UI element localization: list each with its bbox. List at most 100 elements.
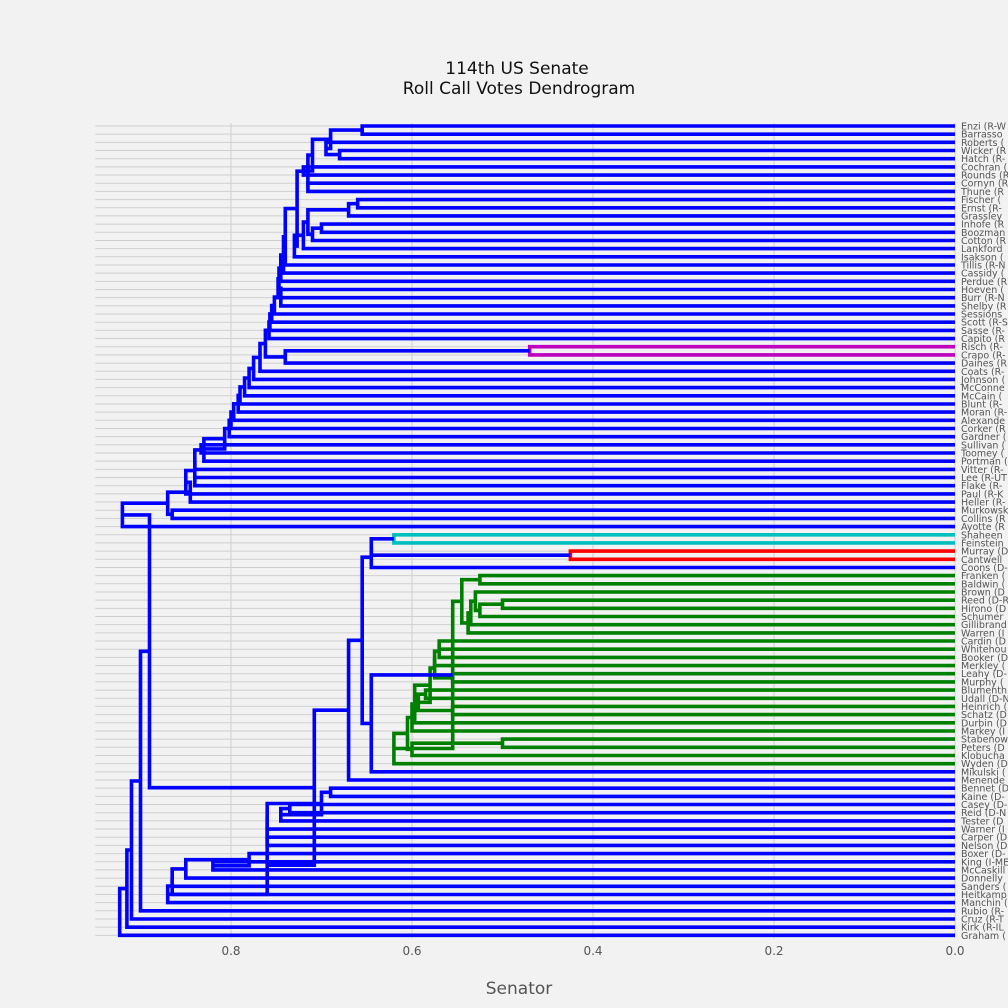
dendrogram-link — [478, 602, 955, 619]
leaf-label: Vitter (R- — [961, 465, 1004, 476]
dendrogram-link — [193, 475, 955, 488]
leaf-label: Johnson ( — [960, 375, 1005, 386]
leaf-label: Sullivan ( — [961, 440, 1005, 451]
dendrogram-link — [287, 802, 955, 815]
leaf-label: Nelson (D — [961, 841, 1007, 852]
dendrogram-link — [184, 468, 955, 496]
leaf-label: Heitkamp — [961, 890, 1007, 901]
leaf-label: Thune (R — [960, 187, 1004, 198]
leaf-label: Hoeven ( — [961, 285, 1004, 296]
dendrogram-link — [326, 128, 363, 151]
leaf-label: Barrasso — [961, 130, 1003, 141]
leaf-label: Crapo (R- — [961, 350, 1006, 361]
leaf-label: Tillis (R-N — [960, 260, 1006, 271]
leaf-label: Kaine (D- — [961, 792, 1005, 803]
dendrogram-link — [437, 645, 955, 660]
x-tick-label: 0.0 — [945, 944, 964, 958]
leaf-label: Sanders ( — [961, 882, 1006, 893]
leaf-label: Burr (R-N — [961, 293, 1005, 304]
dendrogram-link — [437, 639, 955, 652]
leaf-label: Shelby (R — [961, 301, 1007, 312]
leaf-label: Coats (R- — [961, 367, 1004, 378]
dendrogram-link — [468, 599, 955, 627]
leaf-label: Rubio (R- — [961, 906, 1004, 917]
leaf-label: Lee (R-UT — [961, 473, 1007, 484]
dendrogram-link — [212, 851, 955, 868]
dendrogram-link — [301, 165, 955, 177]
dendrogram-link — [122, 513, 315, 790]
leaf-label: Baldwin ( — [961, 579, 1005, 590]
leaf-label: King (I-ME — [961, 857, 1008, 868]
leaf-label: Bennet (D — [961, 784, 1008, 795]
dendrogram-links — [117, 124, 955, 938]
leaf-label: Reid (D-N — [961, 808, 1006, 819]
leaf-label: Cornyn (R — [961, 179, 1008, 190]
leaf-label: Cotton (R — [961, 236, 1006, 247]
leaf-label: Grassley — [961, 211, 1002, 222]
dendrogram-link — [478, 573, 955, 586]
leaf-label: McCain ( — [961, 391, 1002, 402]
dendrogram-link — [310, 226, 955, 243]
dendrogram-link — [170, 508, 955, 521]
leaf-label: Klobucha — [961, 751, 1005, 762]
leaf-label: Rounds (R — [961, 171, 1008, 182]
leaf-label: Warren (I — [961, 628, 1004, 639]
leaf-label: Franken ( — [961, 571, 1005, 582]
leaf-label: Risch (R- — [961, 342, 1003, 353]
leaf-label: Hatch (R- — [961, 154, 1005, 165]
dendrogram-link — [265, 801, 955, 831]
leaf-label: Cardin (D — [961, 637, 1006, 648]
leaf-label: Ayotte (R — [961, 522, 1005, 533]
leaf-label: Perdue (R — [961, 277, 1008, 288]
leaf-label: Moran (R- — [961, 408, 1007, 419]
dendrogram-link — [360, 124, 955, 136]
dendrogram-link — [324, 140, 955, 157]
leaf-label: Boozman — [961, 228, 1005, 239]
leaf-label: Lankford — [961, 244, 1003, 255]
leaf-label: McConne — [961, 383, 1005, 394]
leaf-label: Sessions — [961, 310, 1002, 321]
x-axis-label: Senator — [486, 979, 553, 999]
leaf-label: Heller (R- — [961, 498, 1005, 509]
dendrogram-link — [120, 501, 955, 529]
dendrogram-link — [117, 886, 955, 938]
leaf-label: Collins (R — [961, 514, 1006, 525]
dendrogram-link — [328, 786, 955, 799]
dendrogram-link — [319, 222, 955, 235]
leaf-label: Markey (I — [961, 726, 1005, 737]
x-tick-labels: 0.8 0.6 0.4 0.2 0.0 — [221, 944, 964, 958]
leaf-label: Graham ( — [961, 931, 1006, 942]
leaf-label: Sasse (R- — [961, 326, 1005, 337]
leaf-label: Tester (D — [960, 816, 1004, 827]
dendrogram-link — [369, 547, 955, 570]
dendrogram-link — [278, 253, 955, 284]
leaf-label: Fischer ( — [961, 195, 1001, 206]
dendrogram-link — [450, 704, 955, 717]
leaf-label: Shaheen — [961, 530, 1003, 541]
leaf-label: Brown (D — [961, 587, 1005, 598]
x-tick-label: 0.6 — [402, 944, 421, 958]
leaf-label: Blumenth — [961, 686, 1007, 697]
leaf-label: Toomey ( — [960, 449, 1004, 460]
leaf-label: Leahy (D- — [961, 669, 1007, 680]
dendrogram-link — [432, 658, 453, 680]
leaf-label: Mikulski ( — [961, 767, 1006, 778]
leaf-label: Heinrich ( — [961, 702, 1007, 713]
leaf-label: Murkowsk — [961, 506, 1008, 517]
dendrogram-link — [568, 549, 955, 562]
leaf-label: Donnelly — [961, 874, 1003, 885]
x-tick-label: 0.4 — [583, 944, 602, 958]
leaf-label: Gillibrand — [961, 620, 1007, 631]
leaf-label: Cassidy ( — [961, 269, 1004, 280]
leaf-label: Murray (D — [961, 547, 1008, 558]
dendrogram-link — [199, 442, 955, 455]
chart-title: 114th US Senate — [445, 59, 589, 79]
leaf-label: Cantwell — [961, 555, 1002, 566]
leaf-label: Hirono (D — [961, 604, 1006, 615]
dendrogram-link — [292, 233, 955, 259]
leaf-label: Inhofe (R — [961, 220, 1005, 231]
leaf-label: Capito (R — [961, 334, 1005, 345]
leaf-label: Corker (R — [961, 424, 1006, 435]
